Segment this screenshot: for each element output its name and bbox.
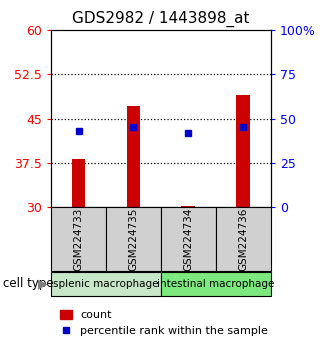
Text: splenic macrophage: splenic macrophage bbox=[53, 279, 159, 289]
Legend: count, percentile rank within the sample: count, percentile rank within the sample bbox=[60, 310, 268, 336]
Bar bbox=[51, 207, 106, 271]
Bar bbox=[161, 207, 216, 271]
Bar bbox=[72, 159, 85, 207]
Text: ▶: ▶ bbox=[38, 277, 48, 290]
Text: GSM224735: GSM224735 bbox=[128, 207, 139, 271]
Text: GSM224733: GSM224733 bbox=[74, 207, 83, 271]
Bar bbox=[236, 95, 250, 207]
Text: GSM224734: GSM224734 bbox=[183, 207, 193, 271]
Bar bbox=[182, 206, 195, 207]
Bar bbox=[127, 105, 140, 207]
Bar bbox=[161, 272, 271, 296]
Text: GSM224736: GSM224736 bbox=[238, 207, 248, 271]
Bar bbox=[106, 207, 161, 271]
Text: cell type: cell type bbox=[3, 277, 54, 290]
Bar bbox=[51, 272, 161, 296]
Text: intestinal macrophage: intestinal macrophage bbox=[157, 279, 275, 289]
Bar bbox=[216, 207, 271, 271]
Title: GDS2982 / 1443898_at: GDS2982 / 1443898_at bbox=[72, 11, 249, 27]
